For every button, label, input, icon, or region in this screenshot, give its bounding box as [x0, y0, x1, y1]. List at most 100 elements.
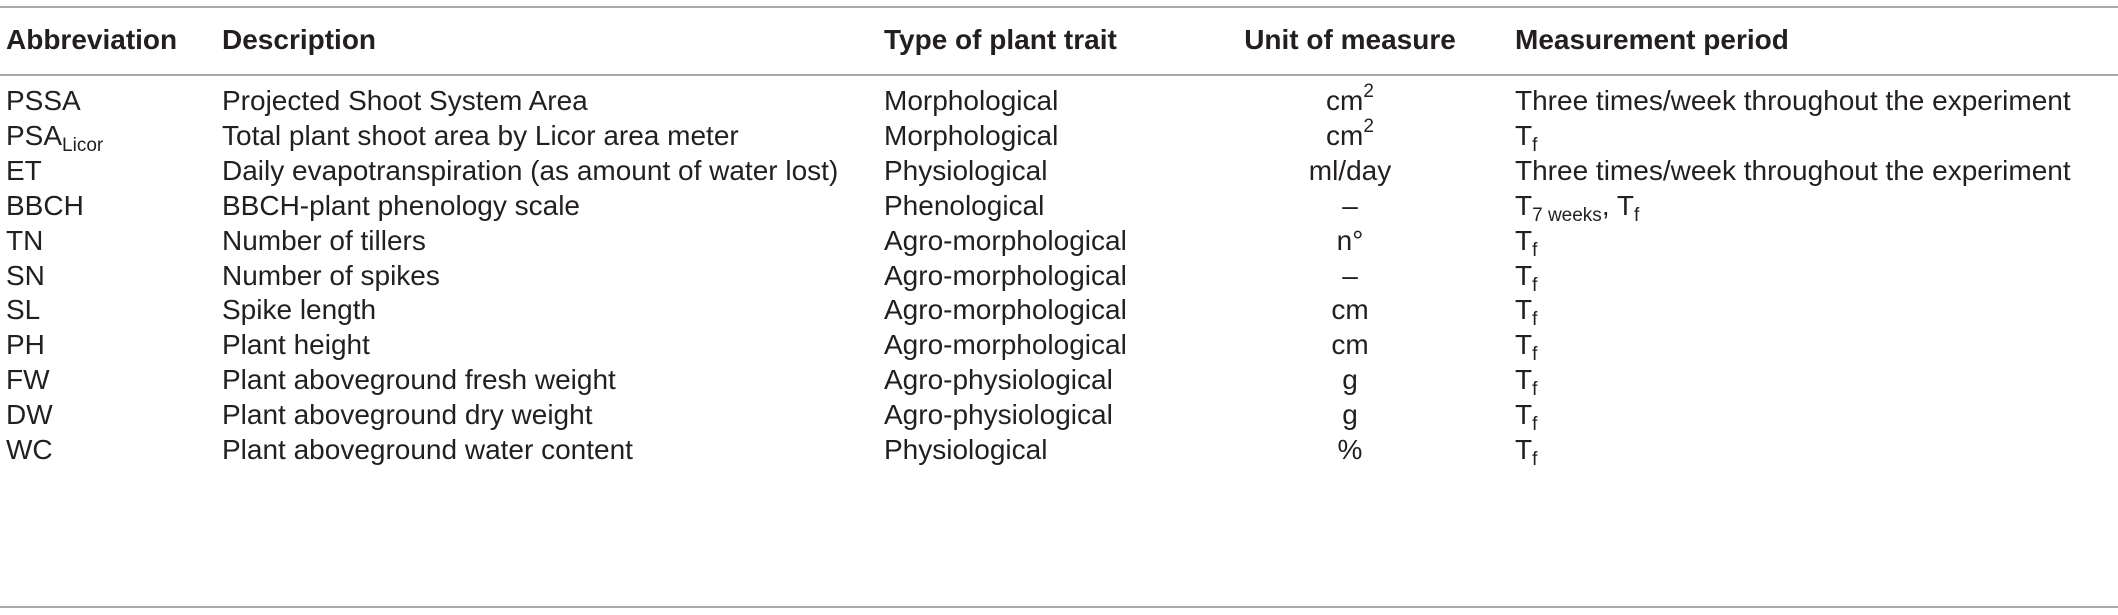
type-text: Morphological	[884, 119, 1059, 151]
period-text: T	[1515, 364, 1533, 396]
cell-abbreviation: SL	[6, 292, 40, 328]
abbreviation-text: PH	[6, 329, 45, 361]
period-text: T	[1515, 259, 1533, 291]
cell-period: T7 weeks, Tf	[1515, 188, 1640, 226]
header-type: Type of plant trait	[884, 24, 1117, 55]
cell-period: Three times/week throughout the experime…	[1515, 83, 2071, 119]
type-text: Agro-morphological	[884, 294, 1127, 326]
cell-description: Daily evapotranspiration (as amount of w…	[222, 153, 838, 189]
abbreviation-text: WC	[6, 434, 53, 465]
period-subscript: f	[1532, 379, 1538, 401]
period-text: T	[1515, 119, 1533, 151]
unit-text: g	[1342, 399, 1358, 431]
cell-period: Tf	[1515, 292, 1538, 331]
abbreviation-subscript: Licor	[62, 134, 104, 156]
cell-abbreviation: DW	[6, 397, 53, 433]
cell-period: Tf	[1515, 327, 1538, 366]
type-text: Phenological	[884, 189, 1045, 221]
table-row: SN Number of spikes Agro-morphological – Tf	[0, 258, 2118, 296]
cell-type: Phenological	[884, 188, 1044, 224]
unit-text: n°	[1336, 224, 1364, 256]
unit-text: cm	[1326, 119, 1364, 151]
abbreviation-text: PSSA	[6, 85, 81, 116]
unit-text: cm	[1331, 294, 1369, 326]
cell-unit: g	[1200, 362, 1500, 398]
type-text: Agro-morphological	[884, 329, 1127, 361]
unit-text: –	[1342, 259, 1358, 291]
cell-abbreviation: FW	[6, 362, 50, 398]
header-abbreviation: Abbreviation	[6, 24, 178, 55]
description-text: Total plant shoot area by Licor area met…	[222, 119, 739, 151]
unit-text: –	[1342, 189, 1358, 221]
header-unit: Unit of measure	[1244, 24, 1456, 55]
type-text: Agro-morphological	[884, 259, 1127, 291]
table-row: PH Plant height Agro-morphological cm Tf	[0, 327, 2118, 366]
cell-type: Agro-morphological	[884, 258, 1127, 294]
table-row: PSSA Projected Shoot System Area Morpholog…	[0, 81, 2118, 119]
cell-description: BBCH-plant phenology scale	[222, 188, 580, 224]
table-bottom-rule	[0, 606, 2118, 608]
unit-superscript: 2	[1363, 81, 1374, 102]
cell-unit: –	[1200, 258, 1500, 294]
table-row: BBCH BBCH-plant phenology scale Phenologic…	[0, 188, 2118, 226]
cell-abbreviation: ET	[6, 153, 42, 189]
period-subscript: f	[1532, 449, 1538, 470]
period-text: T	[1515, 434, 1533, 465]
table-row: WC Plant aboveground water content Physiol…	[0, 432, 2118, 470]
period-text: T	[1515, 224, 1533, 256]
cell-period: Tf	[1515, 118, 1538, 156]
cell-type: Physiological	[884, 153, 1047, 189]
cell-period: Tf	[1515, 397, 1538, 436]
abbreviation-text: FW	[6, 364, 50, 396]
period-subscript: f	[1532, 309, 1538, 331]
cell-period: Tf	[1515, 258, 1538, 296]
period-tail-subscript: f	[1633, 204, 1640, 226]
cell-abbreviation: WC	[6, 432, 53, 468]
table-row: TN Number of tillers Agro-morphological n° T…	[0, 223, 2118, 261]
type-text: Physiological	[884, 154, 1048, 186]
period-subscript: 7 weeks	[1532, 204, 1602, 226]
cell-description: Spike length	[222, 292, 376, 328]
cell-type: Morphological	[884, 118, 1058, 154]
cell-unit: cm2	[1200, 115, 1500, 154]
cell-abbreviation: TN	[6, 223, 43, 259]
description-text: Daily evapotranspiration (as amount of w…	[222, 154, 839, 186]
period-subscript: f	[1532, 134, 1538, 156]
cell-abbreviation: PH	[6, 327, 45, 363]
cell-period: Three times/week throughout the experime…	[1515, 153, 2071, 189]
cell-abbreviation: BBCH	[6, 188, 84, 224]
header-description: Description	[222, 24, 377, 55]
type-text: Agro-physiological	[884, 364, 1113, 396]
cell-unit: cm2	[1200, 81, 1500, 119]
unit-text: cm	[1326, 85, 1364, 116]
table-row: SL Spike length Agro-morphological cm Tf	[0, 292, 2118, 331]
period-text: Three times/week throughout the experime…	[1515, 154, 2071, 186]
period-subscript: f	[1532, 274, 1538, 296]
description-text: Spike length	[222, 294, 377, 326]
cell-type: Agro-morphological	[884, 327, 1127, 363]
period-subscript: f	[1532, 239, 1538, 261]
type-text: Agro-physiological	[884, 399, 1113, 431]
unit-text: cm	[1331, 329, 1369, 361]
header-period: Measurement period	[1515, 24, 1789, 55]
cell-unit: cm	[1200, 292, 1500, 328]
cell-abbreviation: PSALicor	[6, 118, 104, 156]
unit-superscript: 2	[1363, 115, 1374, 137]
cell-type: Agro-physiological	[884, 397, 1113, 433]
cell-description: Plant aboveground dry weight	[222, 397, 592, 433]
cell-period: Tf	[1515, 362, 1538, 401]
abbreviation-text: ET	[6, 154, 42, 186]
table-row: DW Plant aboveground dry weight Agro-physi…	[0, 397, 2118, 436]
cell-period: Tf	[1515, 223, 1538, 261]
table-header-row: Abbreviation Description Type of plant t…	[0, 17, 2118, 63]
cell-description: Number of tillers	[222, 223, 426, 259]
abbreviation-text: PSA	[6, 119, 63, 151]
description-text: Number of tillers	[222, 224, 426, 256]
cell-description: Total plant shoot area by Licor area met…	[222, 118, 739, 154]
period-text: Three times/week throughout the experime…	[1515, 85, 2071, 116]
period-text: T	[1515, 399, 1533, 431]
period-subscript: f	[1532, 414, 1538, 436]
period-subscript: f	[1532, 344, 1538, 366]
abbreviation-text: BBCH	[6, 189, 84, 221]
description-text: Plant aboveground fresh weight	[222, 364, 616, 396]
